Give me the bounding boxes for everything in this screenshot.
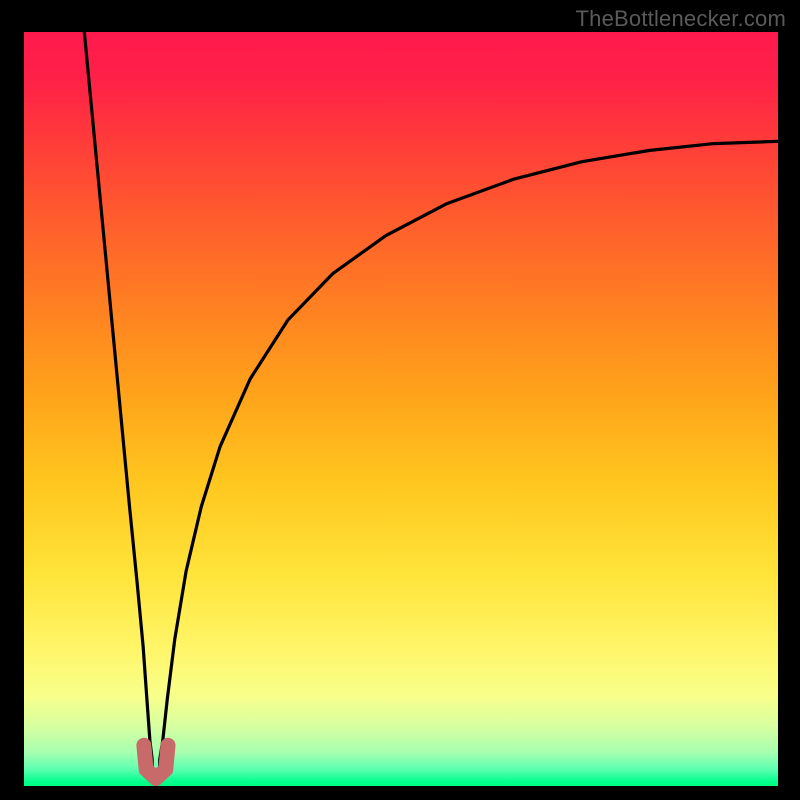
curve-layer (24, 32, 778, 786)
chart-stage: TheBottlenecker.com (0, 0, 800, 800)
bottleneck-curve (84, 32, 778, 771)
watermark-text: TheBottlenecker.com (576, 6, 786, 32)
plot-area (24, 32, 778, 786)
optimal-marker (144, 745, 168, 778)
